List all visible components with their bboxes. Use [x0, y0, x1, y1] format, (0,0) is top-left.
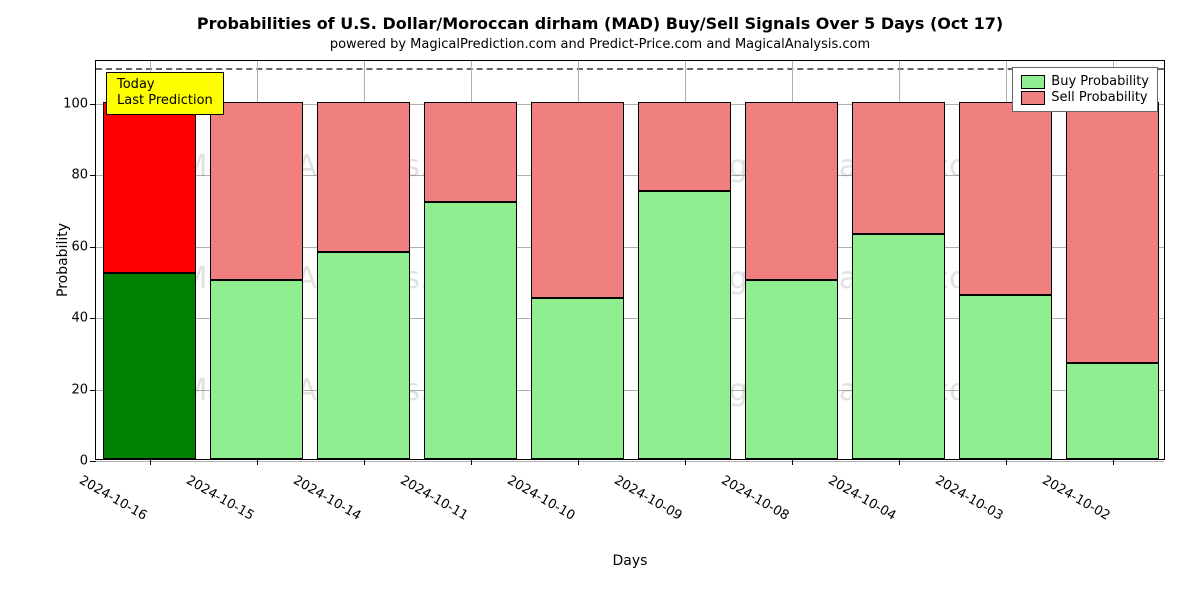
- ytick-mark: [90, 175, 96, 176]
- legend-label: Buy Probability: [1051, 74, 1149, 89]
- xtick-mark: [899, 459, 900, 465]
- bar-buy: [424, 202, 516, 459]
- bar-sell: [959, 102, 1051, 295]
- bar-buy: [745, 280, 837, 459]
- xtick-mark: [1113, 459, 1114, 465]
- bar-sell: [531, 102, 623, 298]
- xtick-mark: [257, 459, 258, 465]
- legend-swatch: [1021, 91, 1045, 105]
- ytick-mark: [90, 461, 96, 462]
- legend-swatch: [1021, 75, 1045, 89]
- xtick-label: 2024-10-14: [290, 473, 363, 524]
- xtick-label: 2024-10-04: [825, 473, 898, 524]
- xtick-label: 2024-10-15: [183, 473, 256, 524]
- bar-sell: [1066, 102, 1158, 363]
- xtick-mark: [364, 459, 365, 465]
- chart-title: Probabilities of U.S. Dollar/Moroccan di…: [30, 14, 1170, 33]
- bar-buy: [317, 252, 409, 459]
- bar-sell: [852, 102, 944, 234]
- ytick-mark: [90, 247, 96, 248]
- legend-item: Buy Probability: [1021, 74, 1149, 89]
- ytick-label: 40: [48, 311, 88, 326]
- xtick-label: 2024-10-10: [504, 473, 577, 524]
- ytick-label: 60: [48, 239, 88, 254]
- xtick-label: 2024-10-16: [76, 473, 149, 524]
- xtick-mark: [150, 459, 151, 465]
- ytick-mark: [90, 104, 96, 105]
- bar-sell: [317, 102, 409, 252]
- ytick-label: 100: [48, 96, 88, 111]
- chart-subtitle: powered by MagicalPrediction.com and Pre…: [30, 37, 1170, 52]
- xtick-label: 2024-10-09: [611, 473, 684, 524]
- xtick-mark: [471, 459, 472, 465]
- x-axis-label: Days: [613, 553, 648, 569]
- legend: Buy ProbabilitySell Probability: [1012, 67, 1158, 112]
- legend-item: Sell Probability: [1021, 90, 1149, 105]
- bar-sell: [745, 102, 837, 281]
- bar-buy: [103, 273, 195, 459]
- ytick-label: 80: [48, 168, 88, 183]
- bar-sell: [638, 102, 730, 191]
- xtick-label: 2024-10-03: [932, 473, 1005, 524]
- ytick-mark: [90, 390, 96, 391]
- bar-sell: [210, 102, 302, 281]
- ytick-mark: [90, 318, 96, 319]
- legend-label: Sell Probability: [1051, 90, 1147, 105]
- y-axis-label: Probability: [55, 223, 71, 297]
- watermark-text: MagicalAnalysis.com: [685, 261, 997, 296]
- xtick-label: 2024-10-02: [1039, 473, 1112, 524]
- bar-buy: [531, 298, 623, 459]
- bar-buy: [959, 295, 1051, 459]
- bar-sell: [103, 102, 195, 273]
- bar-buy: [852, 234, 944, 459]
- xtick-mark: [578, 459, 579, 465]
- chart-container: Probabilities of U.S. Dollar/Moroccan di…: [0, 0, 1200, 600]
- xtick-label: 2024-10-11: [397, 473, 470, 524]
- ytick-label: 20: [48, 382, 88, 397]
- bar-sell: [424, 102, 516, 202]
- plot-area: Probability Days 020406080100MagicalAnal…: [95, 60, 1165, 460]
- bar-buy: [638, 191, 730, 459]
- xtick-mark: [1006, 459, 1007, 465]
- ytick-label: 0: [48, 454, 88, 469]
- watermark-text: MagicalAnalysis.com: [685, 149, 997, 184]
- xtick-mark: [792, 459, 793, 465]
- today-annotation: Today Last Prediction: [106, 72, 224, 115]
- xtick-mark: [685, 459, 686, 465]
- bar-buy: [1066, 363, 1158, 459]
- xtick-label: 2024-10-08: [718, 473, 791, 524]
- bar-buy: [210, 280, 302, 459]
